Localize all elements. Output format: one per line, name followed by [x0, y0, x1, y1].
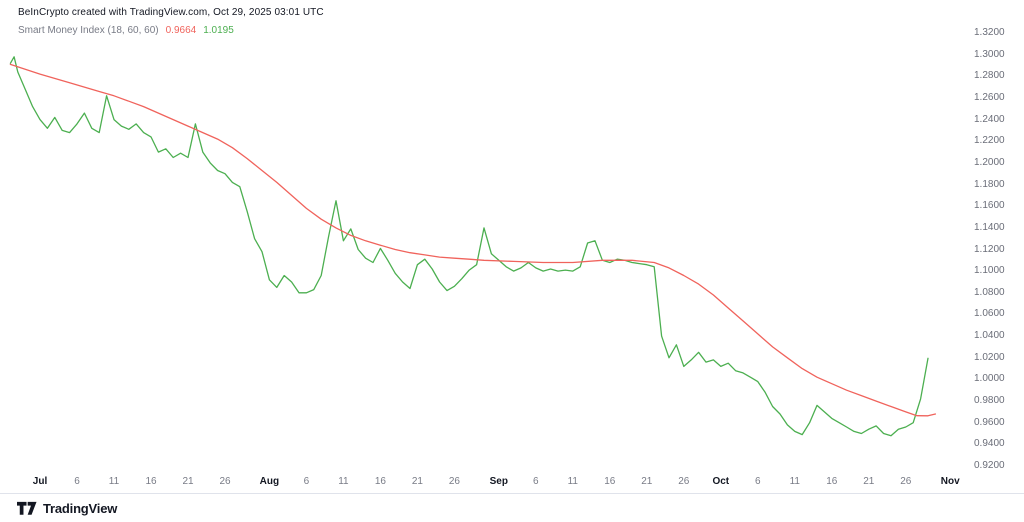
price-axis-label: 1.0800: [974, 286, 1005, 298]
price-axis-label: 1.3000: [974, 48, 1005, 60]
time-axis-label: 21: [182, 476, 194, 487]
price-axis-label: 1.0400: [974, 330, 1005, 342]
price-axis[interactable]: 1.3200 1.3000 1.2800 1.2600 1.2400 1.2200 1.20…: [0, 0, 1024, 493]
time-axis-label: 11: [789, 476, 800, 487]
tradingview-logo[interactable]: TradingView: [17, 501, 117, 516]
price-axis-label: 1.3200: [974, 27, 1005, 38]
indicator-title: Smart Money Index (18, 60, 60): [18, 25, 159, 36]
time-axis-label: 16: [604, 476, 616, 487]
time-axis-label: 21: [411, 476, 423, 487]
price-axis-label: 1.2200: [974, 135, 1005, 147]
time-axis-label: 16: [826, 476, 838, 487]
time-axis-label: 11: [567, 476, 578, 487]
indicator-value-red: 0.9664: [165, 25, 197, 36]
price-axis-label: 1.0200: [974, 351, 1005, 363]
time-axis-label: Aug: [259, 476, 280, 487]
time-axis-label: Nov: [940, 476, 960, 487]
price-axis-label: 1.2400: [974, 113, 1005, 125]
time-axis-label: 26: [219, 476, 231, 487]
time-axis-label: Sep: [489, 476, 508, 487]
time-axis-label: Oct: [712, 476, 730, 487]
price-axis-label: 1.0600: [974, 308, 1005, 320]
tradingview-logo-text: TradingView: [43, 500, 118, 516]
time-axis-label: 11: [338, 476, 349, 487]
price-axis-label: 0.9800: [974, 395, 1005, 407]
time-axis-label: 6: [755, 476, 761, 487]
price-axis-label: 1.2600: [974, 91, 1005, 103]
price-axis-label: 1.1600: [974, 200, 1005, 212]
price-axis-label: 1.1000: [974, 265, 1005, 277]
price-axis-label: 1.2800: [974, 70, 1005, 82]
chart-header: BeInCrypto created with TradingView.com,…: [18, 7, 324, 36]
series-line-green: [9, 56, 929, 437]
attribution-text: BeInCrypto created with TradingView.com,…: [18, 7, 324, 18]
price-axis-label: 1.1200: [974, 243, 1005, 255]
time-axis[interactable]: Jul 6 11 16 21 26 Aug 6 11 16 21 26 Sep 6 11 16 21 26 Oct 6…: [0, 476, 1024, 490]
time-axis-label: 16: [374, 476, 386, 487]
time-axis-label: 11: [108, 476, 120, 487]
price-axis-label: 0.9600: [974, 416, 1005, 428]
price-axis-label: 1.1400: [974, 221, 1005, 233]
price-axis-label: 0.9400: [974, 438, 1005, 450]
price-axis-label: 1.2000: [974, 156, 1005, 168]
time-axis-label: 21: [863, 476, 875, 487]
time-axis-label: 26: [678, 476, 690, 487]
price-axis-label: 1.0000: [974, 373, 1005, 385]
tradingview-logo-icon: [17, 501, 37, 515]
chart-canvas[interactable]: [0, 0, 1024, 493]
time-axis-label: 6: [303, 476, 310, 487]
time-axis-label: 6: [74, 476, 80, 487]
indicator-value-green: 1.0195: [203, 25, 234, 36]
time-axis-label: Jul: [32, 476, 48, 487]
time-axis-label: 26: [900, 476, 912, 487]
price-axis-label: 1.1800: [974, 178, 1005, 190]
series-line-red: [9, 63, 937, 417]
time-axis-label: 26: [448, 476, 460, 487]
price-axis-label: 0.9200: [974, 460, 1005, 471]
footer-bar: TradingView: [0, 493, 1024, 522]
time-axis-label: 6: [533, 476, 539, 487]
time-axis-label: 21: [641, 476, 653, 487]
time-axis-label: 16: [145, 476, 157, 487]
indicator-legend[interactable]: Smart Money Index (18, 60, 60) 0.9664 1.…: [18, 25, 324, 36]
